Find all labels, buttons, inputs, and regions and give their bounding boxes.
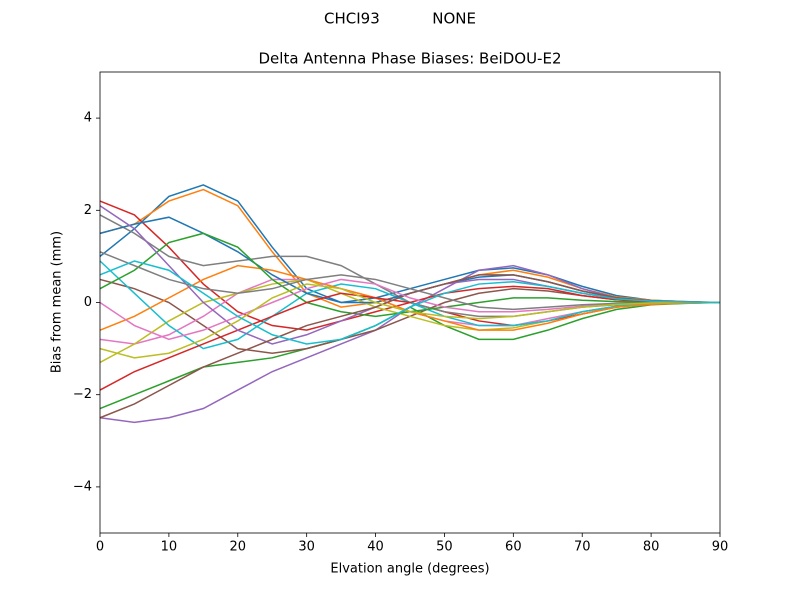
x-tick-label: 60 [505, 540, 522, 555]
series-line [99, 260, 721, 345]
y-tick-label: 4 [84, 111, 92, 126]
x-tick-label: 90 [712, 540, 729, 555]
chart-title: Delta Antenna Phase Biases: BeiDOU-E2 [259, 50, 562, 68]
series-line [99, 216, 721, 304]
series-line [99, 251, 720, 311]
y-tick-label: −4 [73, 479, 92, 494]
series-line [99, 260, 721, 350]
x-tick-label: 30 [298, 540, 315, 555]
x-tick-label: 10 [161, 540, 178, 555]
y-tick-label: 0 [84, 295, 92, 310]
series-line [99, 200, 721, 331]
x-tick-label: 40 [367, 540, 384, 555]
y-axis-label: Bias from mean (mm) [50, 231, 65, 373]
plot-area [99, 184, 721, 424]
x-tick-label: 0 [96, 540, 104, 555]
series-line [99, 283, 720, 359]
x-tick-label: 20 [230, 540, 247, 555]
x-axis-label: Elvation angle (degrees) [330, 562, 489, 577]
x-tick-label: 70 [574, 540, 591, 555]
y-tick-label: −2 [73, 387, 92, 402]
series-line [99, 205, 721, 345]
series-line [99, 285, 721, 391]
series-line [99, 188, 721, 308]
suptitle: CHCI93 NONE [324, 10, 476, 28]
series-line [99, 274, 721, 419]
y-tick-label: 2 [84, 203, 92, 218]
x-tick-label: 50 [436, 540, 453, 555]
x-tick-label: 80 [643, 540, 660, 555]
